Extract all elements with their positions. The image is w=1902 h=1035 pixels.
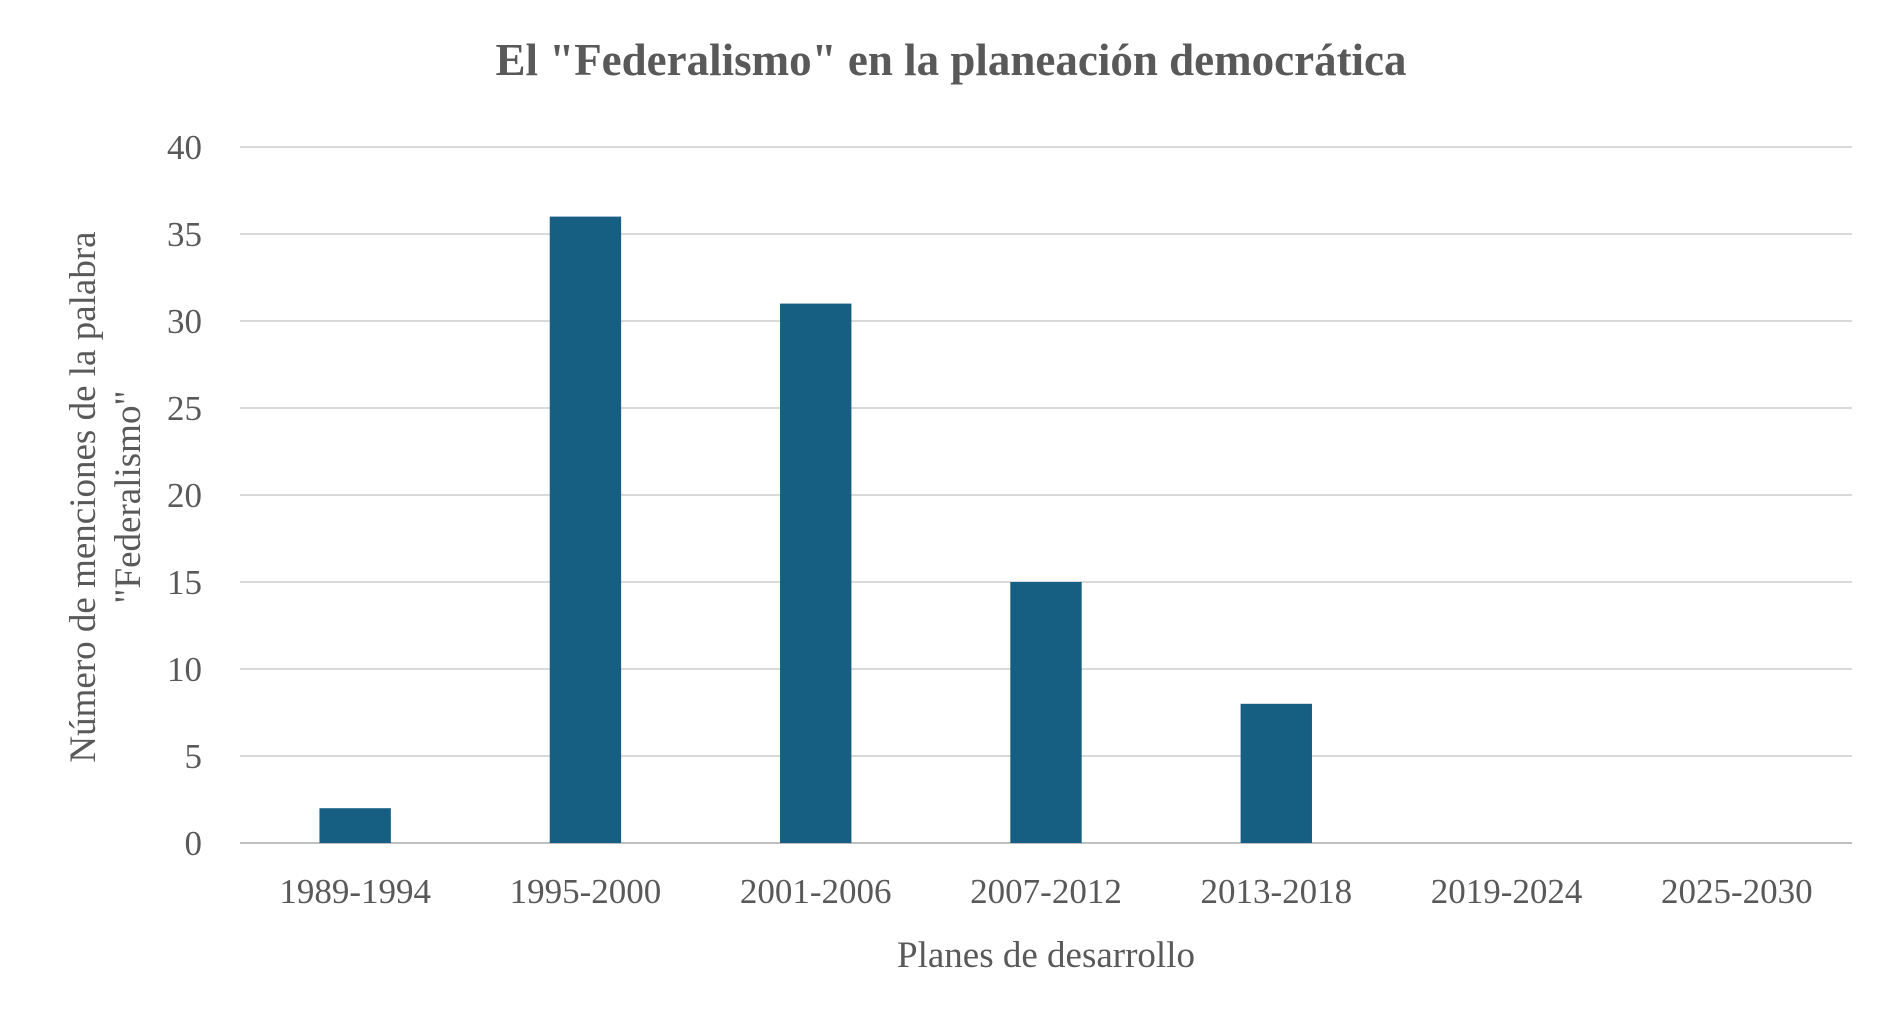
x-tick-label: 1989-1994 — [279, 872, 431, 911]
chart-title: El "Federalismo" en la planeación democr… — [495, 35, 1406, 85]
y-tick-label: 40 — [167, 128, 202, 167]
bar-1989-1994 — [319, 808, 391, 843]
x-tick-label: 2001-2006 — [740, 872, 892, 911]
y-axis-title-line-2: "Federalismo" — [108, 390, 149, 603]
y-tick-label: 30 — [167, 302, 202, 341]
y-tick-label: 25 — [167, 389, 202, 428]
bars — [319, 216, 1312, 844]
x-tick-label: 2013-2018 — [1200, 872, 1352, 911]
x-axis-ticks: 1989-1994 1995-2000 2001-2006 2007-2012 2013… — [279, 872, 1812, 911]
y-axis-title-line-1: Número de menciones de la palabra — [63, 231, 104, 762]
y-tick-label: 0 — [185, 824, 203, 863]
x-tick-label: 1995-2000 — [510, 872, 662, 911]
bar-2013-2018 — [1240, 703, 1312, 843]
gridlines — [240, 146, 1852, 844]
y-tick-label: 15 — [167, 563, 202, 602]
y-tick-label: 5 — [185, 737, 203, 776]
y-tick-label: 20 — [167, 476, 202, 515]
bar-2001-2006 — [780, 303, 852, 844]
x-tick-label: 2025-2030 — [1661, 872, 1813, 911]
y-tick-label: 35 — [167, 215, 202, 254]
bar-2007-2012 — [1010, 582, 1082, 843]
bar-1995-2000 — [549, 216, 622, 844]
y-axis-ticks: 0 5 10 15 20 25 30 35 40 — [167, 128, 202, 863]
y-tick-label: 10 — [167, 650, 202, 689]
x-tick-label: 2007-2012 — [970, 872, 1122, 911]
x-axis-title: Planes de desarrollo — [897, 935, 1195, 976]
y-axis-title: Número de menciones de la palabra "Feder… — [63, 231, 149, 762]
x-tick-label: 2019-2024 — [1431, 872, 1583, 911]
